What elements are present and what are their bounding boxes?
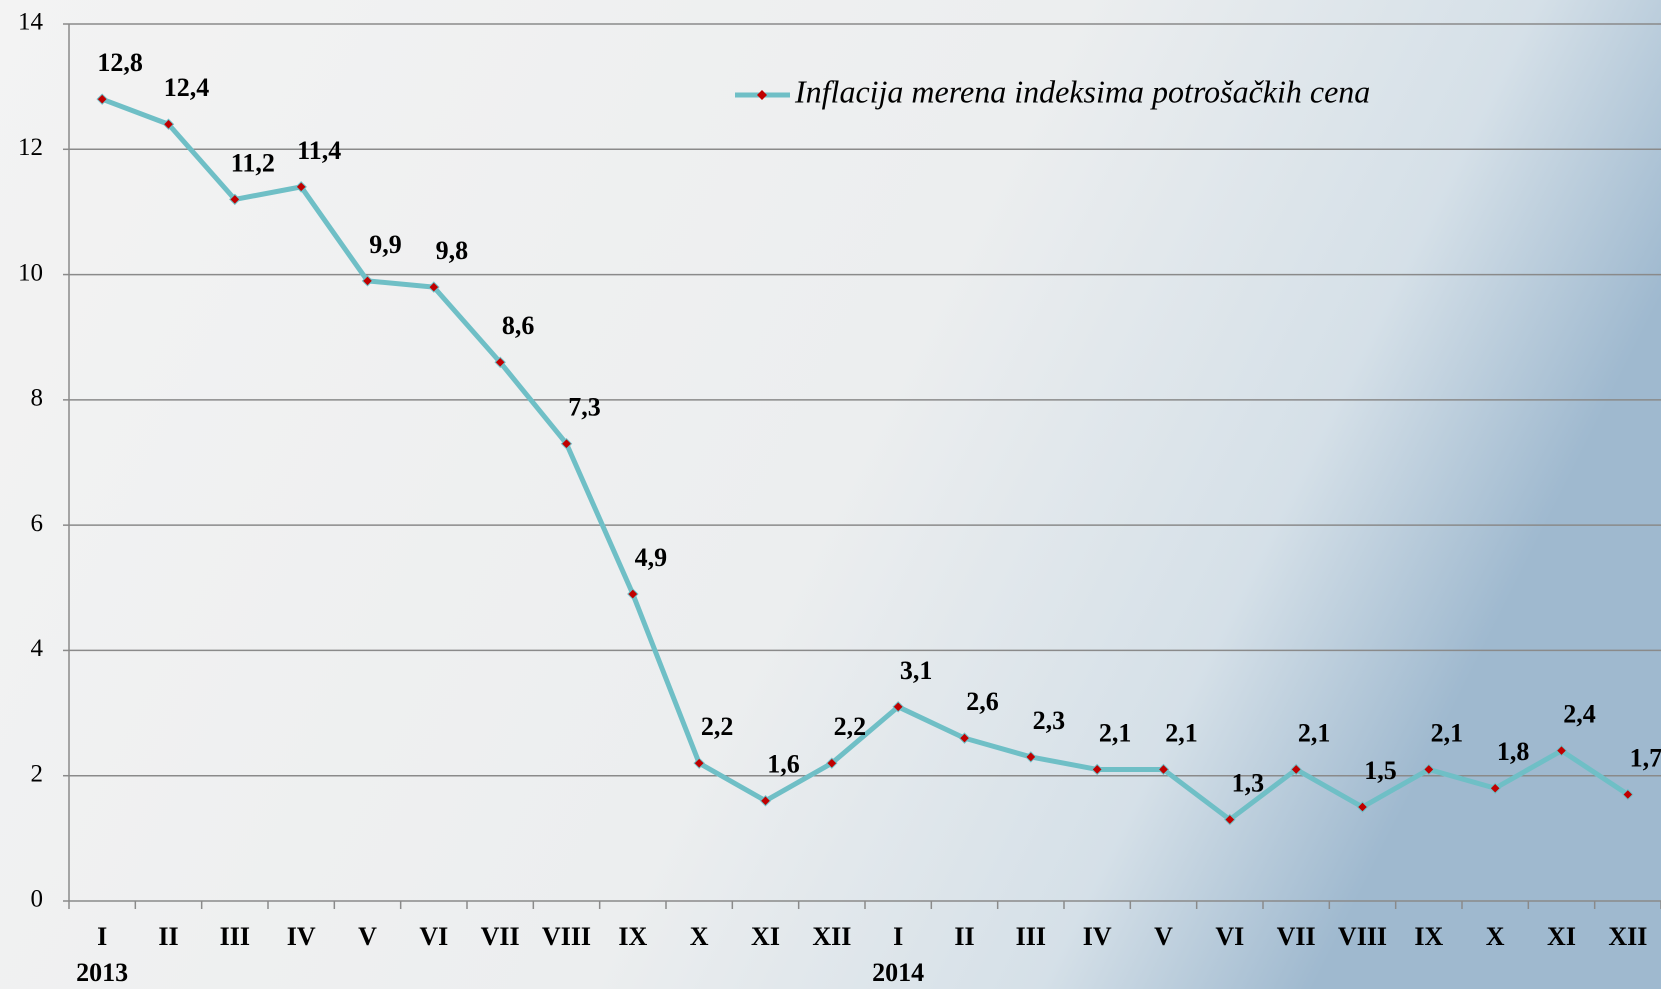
x-tick-label: VI bbox=[419, 922, 448, 951]
x-tick-label: IV bbox=[287, 922, 316, 951]
point-marker bbox=[1423, 763, 1435, 776]
point-marker bbox=[1025, 751, 1037, 763]
x-tick-label: IV bbox=[1083, 922, 1112, 951]
x-tick-label: VI bbox=[1215, 922, 1244, 951]
x-tick-label: V bbox=[1154, 922, 1173, 951]
data-label: 2,4 bbox=[1563, 700, 1596, 729]
x-tick-label: II bbox=[158, 922, 178, 951]
data-label: 12,8 bbox=[97, 48, 143, 77]
data-label: 2,2 bbox=[834, 712, 867, 741]
x-tick-label: V bbox=[358, 922, 377, 951]
point-marker bbox=[693, 757, 705, 769]
point-marker bbox=[96, 93, 108, 105]
data-label: 1,6 bbox=[767, 750, 800, 779]
y-tick-label: 2 bbox=[31, 760, 44, 787]
point-marker bbox=[361, 275, 374, 287]
x-tick-label: X bbox=[1486, 922, 1505, 951]
data-label: 2,1 bbox=[1099, 718, 1132, 747]
point-marker bbox=[560, 437, 573, 450]
x-tick-label: XI bbox=[751, 922, 780, 951]
y-tick-label: 0 bbox=[31, 886, 44, 913]
x-tick-label: III bbox=[1016, 922, 1046, 951]
point-marker bbox=[1290, 763, 1302, 776]
data-label: 1,5 bbox=[1364, 756, 1397, 785]
x-tick-label: VII bbox=[1277, 922, 1316, 951]
point-marker bbox=[1555, 744, 1568, 757]
y-tick-label: 10 bbox=[18, 259, 43, 286]
x-group-label: 2014 bbox=[872, 958, 924, 987]
point-marker bbox=[759, 795, 772, 807]
data-label: 12,4 bbox=[164, 73, 210, 102]
point-marker bbox=[627, 588, 639, 600]
data-label: 7,3 bbox=[568, 393, 601, 422]
data-label: 2,2 bbox=[701, 712, 734, 741]
series-line bbox=[101, 96, 1630, 823]
y-tick-label: 4 bbox=[31, 635, 44, 662]
legend-label: Inflacija merena indeksima potrošačkih c… bbox=[794, 73, 1370, 109]
point-marker bbox=[229, 193, 241, 206]
point-marker bbox=[1091, 763, 1103, 776]
legend-marker bbox=[757, 90, 767, 100]
point-marker bbox=[295, 181, 307, 193]
x-tick-label: I bbox=[97, 922, 107, 951]
data-label: 1,7 bbox=[1630, 743, 1661, 772]
x-group-label: 2013 bbox=[76, 958, 128, 987]
x-tick-label: II bbox=[954, 922, 974, 951]
x-tick-label: IX bbox=[1414, 922, 1443, 951]
x-tick-label: VII bbox=[481, 922, 520, 951]
point-marker bbox=[1489, 782, 1501, 794]
x-tick-label: X bbox=[690, 922, 709, 951]
y-tick-label: 12 bbox=[18, 134, 43, 161]
data-label: 2,1 bbox=[1298, 718, 1331, 747]
point-marker bbox=[494, 356, 506, 368]
data-label: 1,3 bbox=[1232, 769, 1265, 798]
point-marker bbox=[892, 701, 904, 713]
data-label: 4,9 bbox=[635, 543, 668, 572]
point-marker bbox=[428, 281, 440, 293]
point-marker bbox=[958, 732, 971, 744]
data-label: 9,8 bbox=[436, 236, 469, 265]
x-tick-label: XII bbox=[812, 922, 851, 951]
data-label: 2,6 bbox=[966, 687, 999, 716]
data-label: 9,9 bbox=[369, 230, 402, 259]
data-label: 1,8 bbox=[1497, 737, 1530, 766]
point-marker bbox=[826, 757, 838, 769]
x-tick-label: IX bbox=[618, 922, 647, 951]
data-label: 3,1 bbox=[900, 656, 933, 685]
y-tick-label: 6 bbox=[31, 510, 44, 537]
x-tick-label: III bbox=[220, 922, 250, 951]
point-marker bbox=[1157, 763, 1170, 776]
y-tick-label: 8 bbox=[31, 385, 44, 412]
point-marker bbox=[162, 118, 175, 130]
x-tick-label: I bbox=[893, 922, 903, 951]
x-tick-label: VIII bbox=[542, 922, 591, 951]
data-label: 8,6 bbox=[502, 311, 535, 340]
data-label: 2,1 bbox=[1431, 718, 1464, 747]
x-tick-label: XI bbox=[1547, 922, 1576, 951]
x-tick-label: XII bbox=[1608, 922, 1647, 951]
data-label: 2,3 bbox=[1033, 706, 1066, 735]
data-label: 11,2 bbox=[231, 148, 275, 177]
y-tick-label: 14 bbox=[18, 9, 44, 36]
point-marker bbox=[1622, 788, 1634, 801]
point-marker bbox=[1224, 813, 1236, 826]
x-tick-label: VIII bbox=[1338, 922, 1387, 951]
data-label: 2,1 bbox=[1165, 718, 1198, 747]
point-marker bbox=[1356, 801, 1369, 813]
data-label: 11,4 bbox=[297, 136, 341, 165]
